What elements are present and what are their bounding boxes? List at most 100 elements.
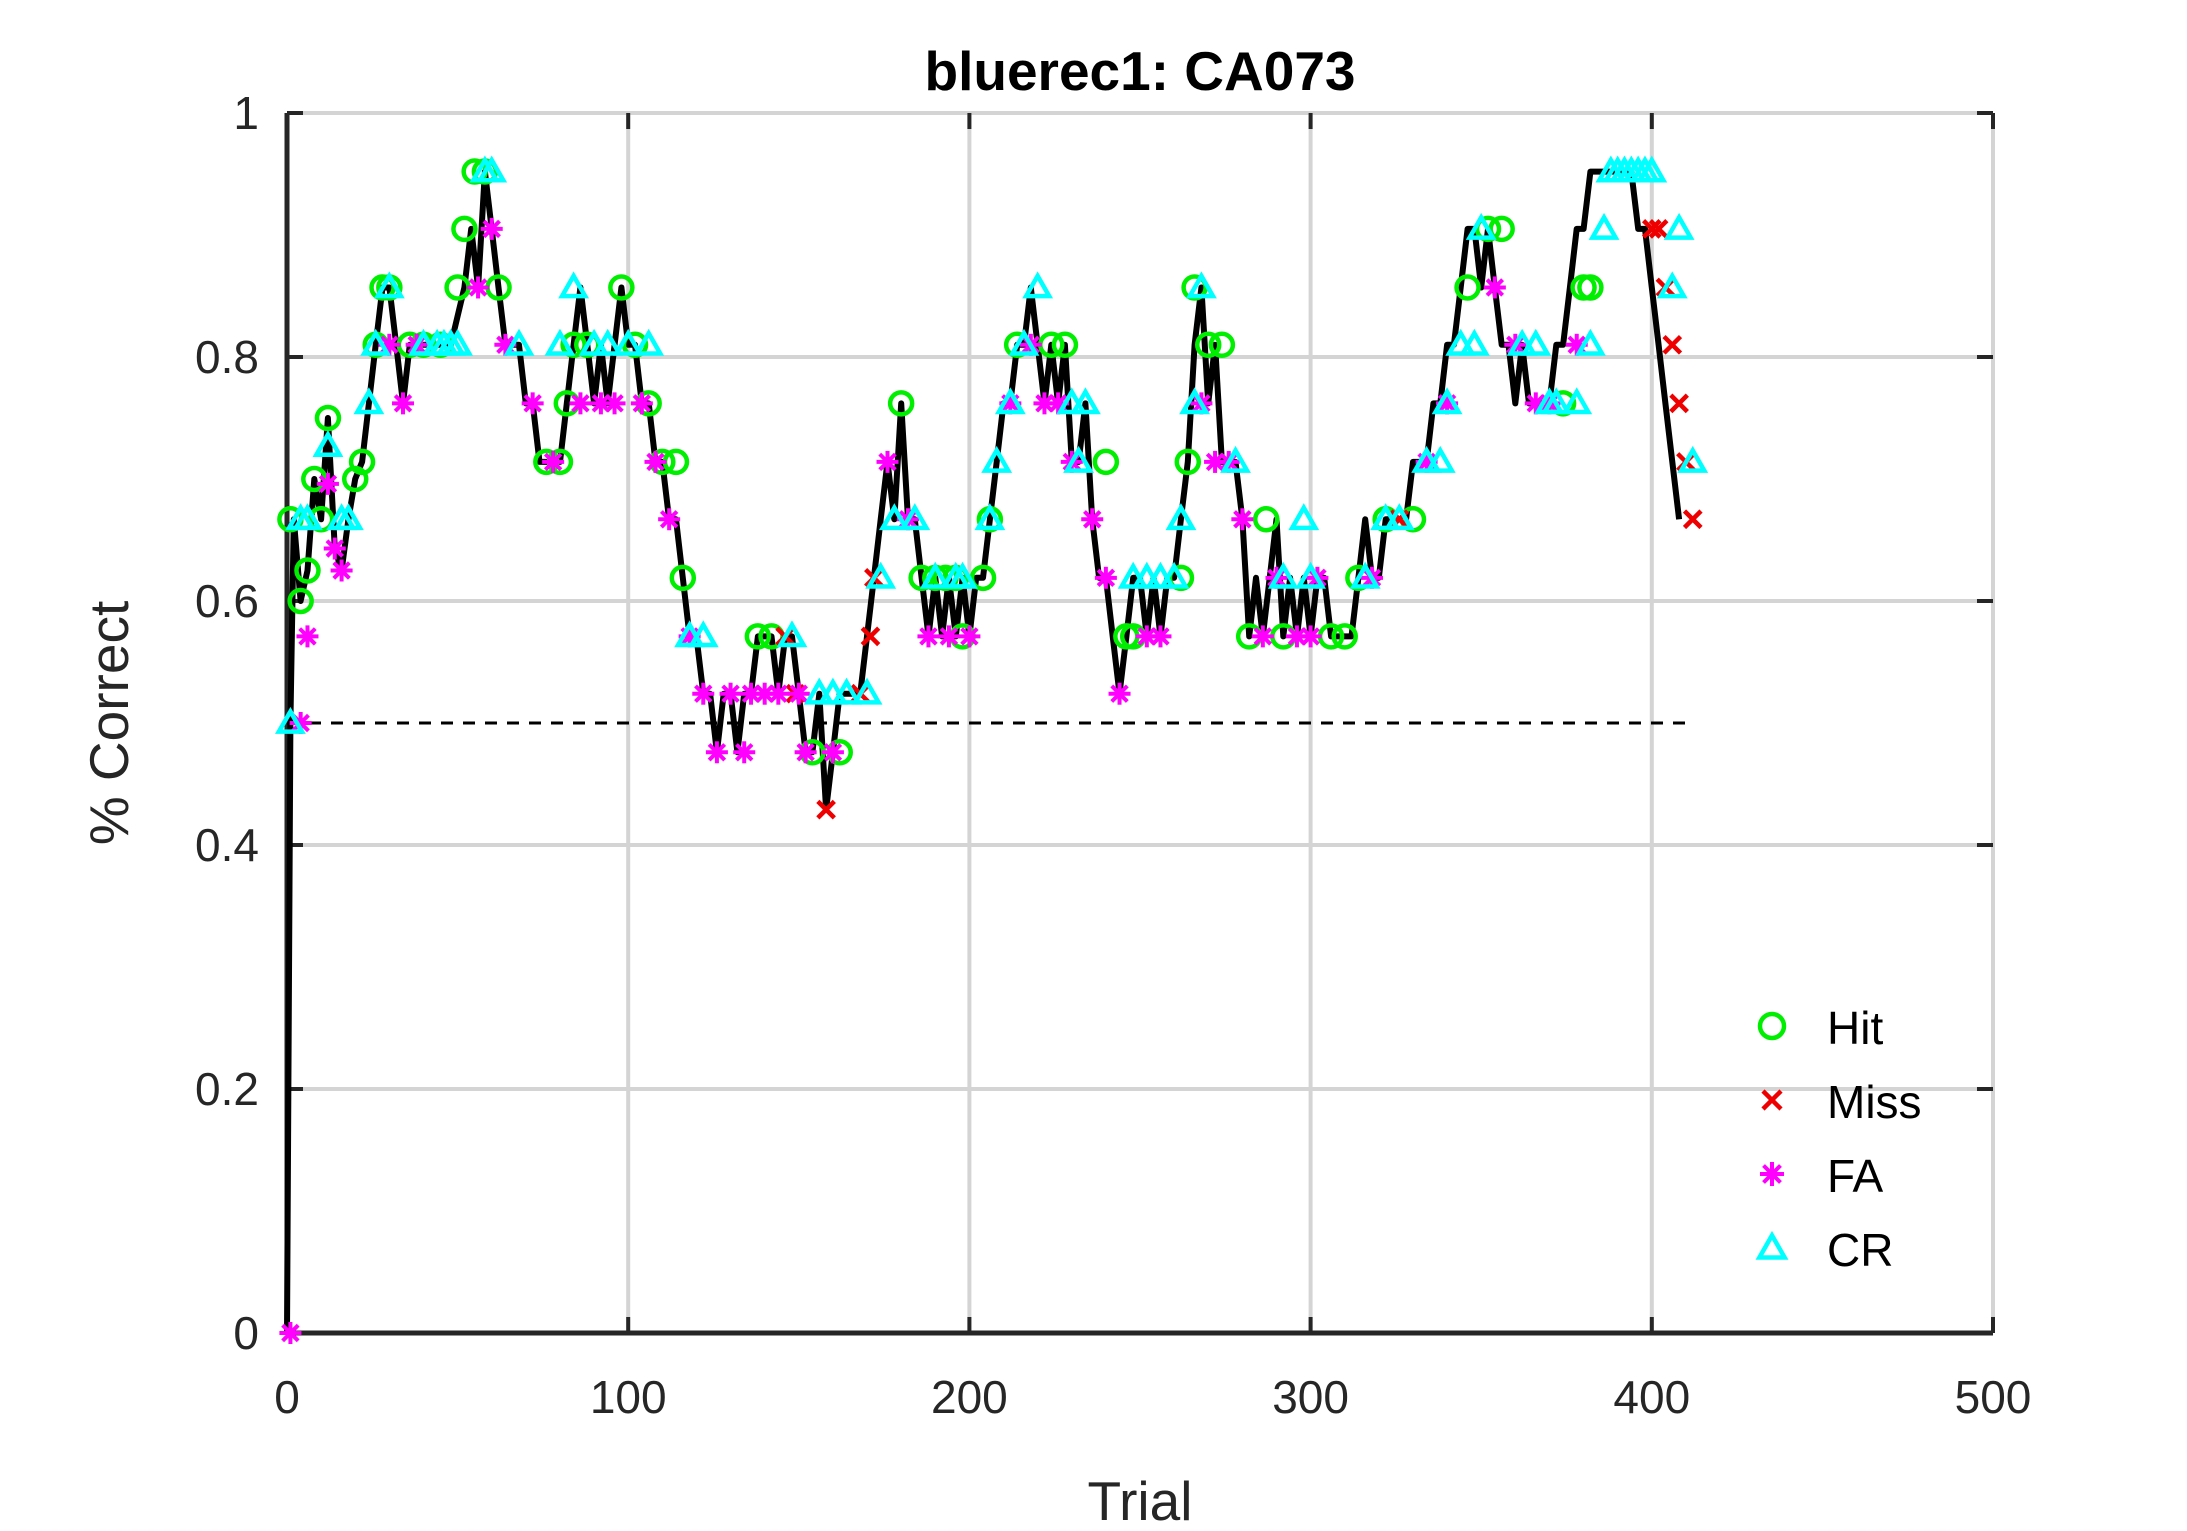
fa-marker [569,392,592,415]
hit-marker [969,564,997,592]
fa-marker [692,682,715,705]
cr-marker [1069,387,1101,415]
miss-marker [860,626,881,647]
cr-marker [1063,445,1095,473]
hit-marker [1174,448,1202,476]
chart-title: bluerec1: CA073 [924,40,1355,102]
cr-marker [1424,445,1456,473]
fa-marker [1483,276,1506,299]
cr-marker [332,503,364,531]
cr-marker [1022,271,1054,299]
fa-marker [767,682,790,705]
fa-marker [1204,450,1227,473]
cr-marker [442,328,474,356]
legend-miss-label: Miss [1827,1076,1922,1128]
cr-marker [981,445,1013,473]
cr-marker [503,328,535,356]
hit-marker [1577,274,1604,301]
fa-marker [1149,625,1172,648]
hit-marker [1454,274,1481,301]
hit-marker [669,564,697,592]
fa-marker [719,682,742,705]
cr-marker [373,271,405,299]
cr-marker [1349,561,1381,589]
fa-marker [1081,508,1104,531]
y-tick-label: 0.8 [195,331,259,383]
cr-marker [1295,561,1327,589]
x-tick-label: 200 [931,1371,1008,1423]
cr-marker [274,706,306,734]
hit-marker [1051,331,1079,359]
markers [274,155,1709,1344]
cr-marker [1520,328,1552,356]
cr-marker [1165,503,1197,531]
fa-marker [603,392,626,415]
cr-marker [312,429,344,457]
cr-marker [1540,387,1572,415]
hit-marker [608,274,635,301]
legend-miss-marker [1761,1089,1783,1111]
cr-marker [360,328,392,356]
fa-marker [794,741,817,764]
fa-marker [467,276,490,299]
fa-marker [733,741,756,764]
fa-marker [958,625,981,648]
cr-marker [476,155,508,183]
cr-marker [831,677,862,705]
fa-marker [937,625,960,648]
fa-marker [1094,566,1117,589]
miss-marker [1662,334,1683,355]
cr-marker [947,561,979,589]
x-axis-title: Trial [1088,1470,1193,1531]
cr-marker [1267,561,1299,589]
hit-marker [1194,331,1222,359]
cr-marker [1158,561,1190,589]
cr-marker [633,328,665,356]
x-tick-label: 500 [1955,1371,2032,1423]
cr-marker [1179,387,1211,415]
cr-marker [1431,387,1463,415]
cr-marker [1465,212,1497,240]
x-ticks: 0 100 200 300 400 500 [274,113,2031,1423]
fa-marker [644,450,667,473]
hit-marker [1252,506,1280,533]
cr-marker [1636,155,1668,183]
hit-marker [1331,623,1358,650]
fa-marker [821,741,844,764]
fa-marker [521,392,544,415]
cr-marker [974,503,1006,531]
cr-marker [776,620,808,648]
fa-marker [542,450,565,473]
fa-marker [1108,682,1131,705]
legend-hit-marker [1757,1011,1787,1041]
hit-marker [1208,331,1236,359]
cr-marker [1458,328,1490,356]
fa-marker [1251,625,1274,648]
miss-marker [1641,219,1662,239]
legend-fa-label: FA [1827,1150,1884,1202]
hit-marker [560,331,587,359]
cr-marker [612,328,644,356]
cr-marker [558,271,590,299]
hit-marker [1488,215,1515,243]
legend-cr-marker [1755,1230,1789,1260]
fa-marker [917,625,940,648]
fa-marker [392,392,415,415]
y-tick-label: 0 [233,1307,259,1359]
legend-fa-marker [1760,1162,1784,1186]
fa-marker [876,450,899,473]
legend-cr-label: CR [1827,1224,1893,1276]
cr-marker [1677,445,1709,473]
hit-marker [307,506,335,533]
hit-marker [348,448,376,476]
fa-marker [1299,625,1322,648]
cr-marker [292,503,323,531]
cr-marker [1574,328,1606,356]
cr-marker [899,503,931,531]
hit-marker [287,587,314,615]
miss-marker [1648,219,1669,239]
cr-marker [1185,271,1217,299]
cr-marker [994,387,1026,415]
cr-marker [1561,387,1593,415]
